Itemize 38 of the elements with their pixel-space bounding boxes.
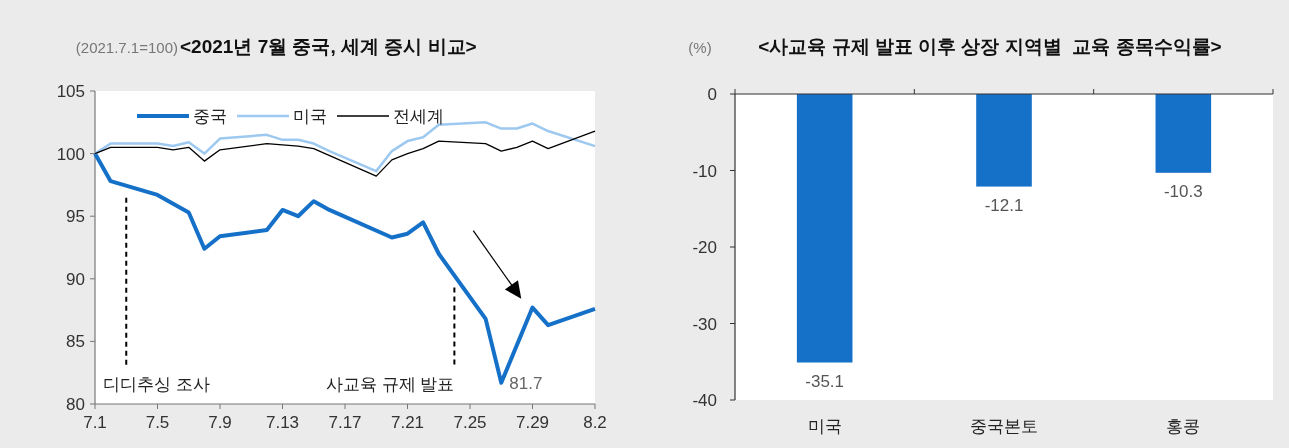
ref-line: 사교육 규제 발표: [325, 286, 456, 394]
x-tick-label: 미국: [807, 417, 842, 436]
x-tick-label: 7.9: [208, 413, 232, 432]
x-tick-label: 중국본토: [970, 417, 1038, 436]
data-label: -35.1: [805, 371, 845, 391]
y-tick-label: -20: [692, 238, 717, 257]
chart-title: <2021년 7월 중국, 세계 증시 비교>: [180, 36, 477, 57]
x-tick-label: 7.29: [515, 413, 550, 432]
x-tick-label: 7.21: [390, 413, 425, 432]
x-tick-label: 7.25: [453, 413, 487, 432]
legend-label: 중국: [193, 107, 227, 126]
ref-line-label: 사교육 규제 발표: [325, 375, 455, 394]
y-axis-title: (%): [688, 39, 712, 56]
x-tick-label: 7.13: [265, 413, 300, 432]
y-tick-label: -30: [692, 314, 717, 334]
ref-line: 디디추싱 조사: [103, 196, 210, 394]
x-tick-label: 8.2: [583, 413, 607, 432]
annotation: 81.7: [509, 373, 543, 393]
y-axis-title: (2021.7.1=100): [75, 39, 178, 56]
y-tick-label: 90: [66, 269, 85, 289]
y-tick-label: 95: [66, 207, 85, 227]
x-tick-label: 7.1: [83, 413, 107, 432]
data-label: -12.1: [984, 195, 1024, 215]
legend-label: 미국: [293, 107, 327, 126]
y-tick-label: 100: [56, 144, 85, 164]
y-tick-label: 85: [66, 332, 85, 352]
data-label: -10.3: [1163, 181, 1203, 201]
y-tick-label: 105: [56, 82, 85, 101]
y-tick-label: 80: [66, 395, 85, 414]
x-tick-label: 홍콩: [1166, 417, 1201, 436]
x-tick-label: 7.17: [328, 413, 362, 432]
legend-label: 전세계: [393, 107, 444, 126]
y-tick-label: 0: [707, 85, 717, 104]
y-tick-label: -10: [692, 161, 717, 181]
y-tick-label: -40: [692, 391, 717, 410]
ref-line-label: 디디추싱 조사: [103, 375, 210, 394]
chart-title: <사교육 규제 발표 이후 상장 지역별 교육 종목수익률>: [758, 36, 1222, 57]
x-tick-label: 7.5: [145, 413, 170, 432]
